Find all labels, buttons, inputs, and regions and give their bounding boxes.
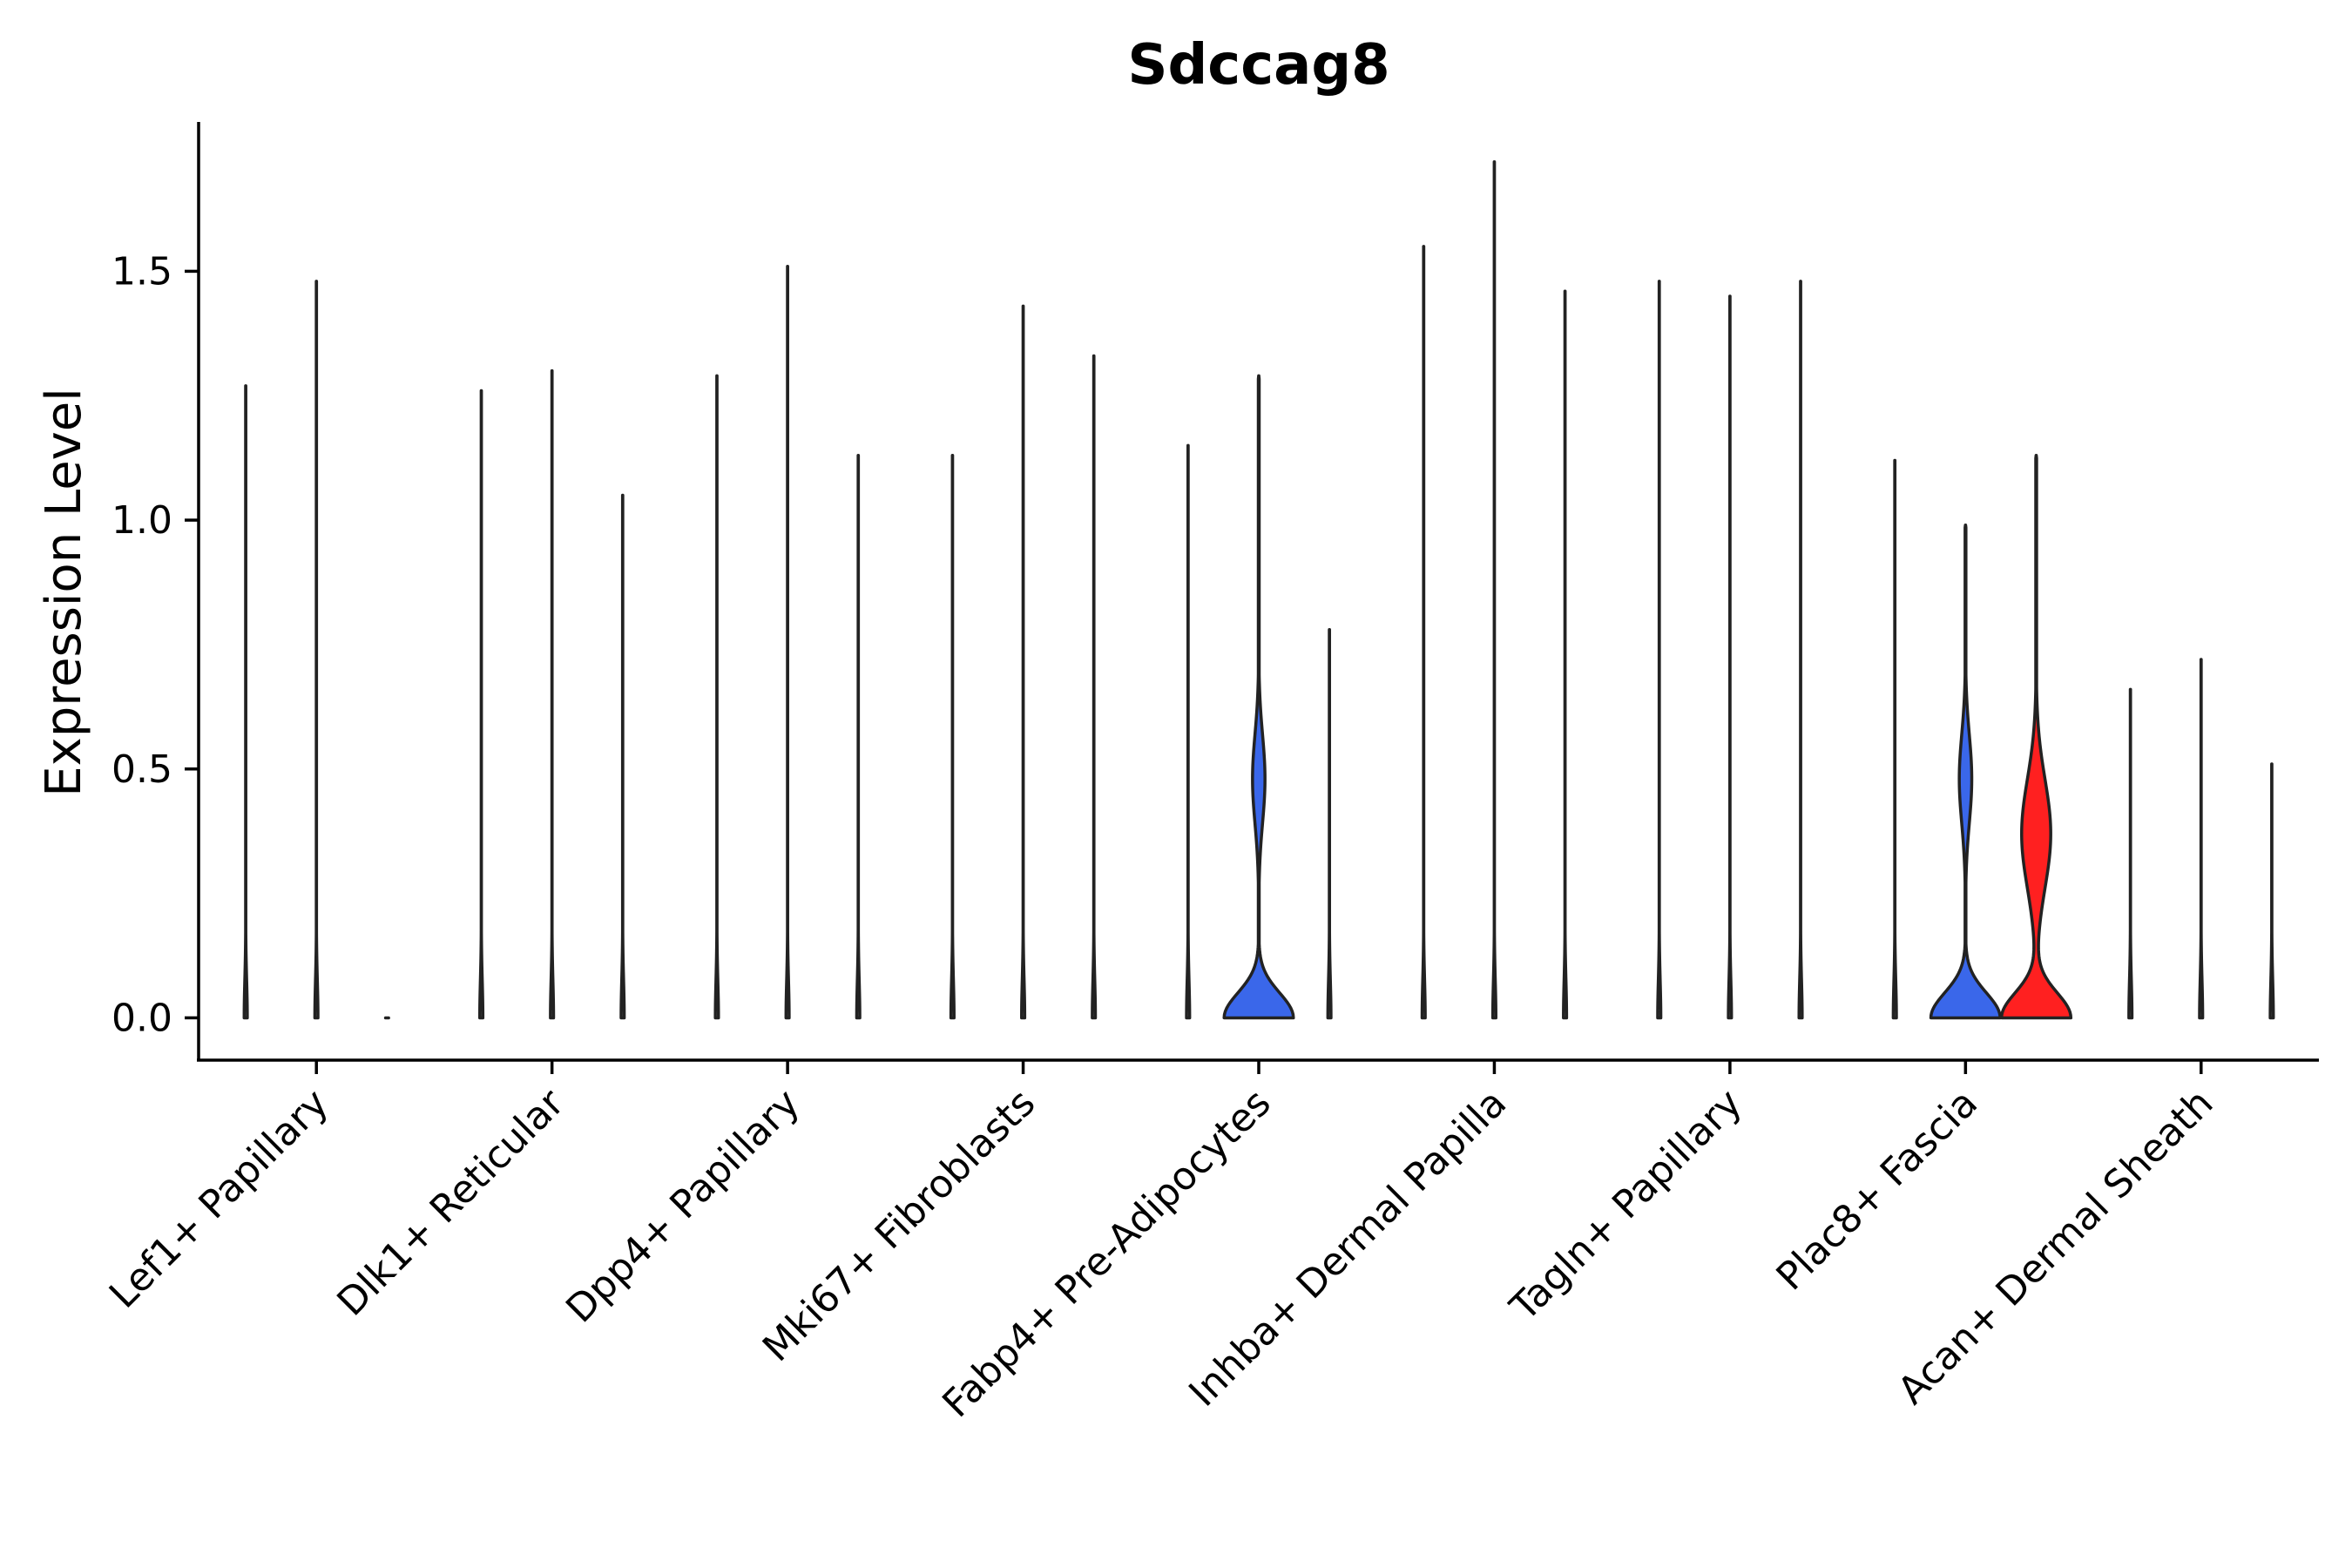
violin-5-group-2 [1222,374,1295,1020]
violin-3-group-3 [855,454,862,1020]
y-tick-label: 1.0 [112,498,172,543]
violin-8-group-2 [1929,524,2002,1020]
violin-4-group-2 [1020,304,1027,1020]
y-tick-label: 0.5 [112,747,172,792]
violin-1-group-2 [313,280,320,1020]
x-tick-label: Mki67+ Fibroblasts [754,1081,1044,1370]
violin-3-group-2 [784,264,791,1020]
violin-5-group-3 [1326,628,1333,1020]
violin-8-group-1 [1891,458,1898,1020]
x-tick-label: Dpp4+ Papillary [558,1081,808,1332]
y-tick-label: 0.0 [112,996,172,1040]
violin-9-group-1 [2127,687,2134,1020]
violin-8-group-3 [1999,454,2073,1020]
violin-3-group-1 [713,374,720,1020]
y-axis-label: Expression Level [36,388,92,797]
violin-2-group-2 [549,368,556,1020]
x-tick-label: Lef1+ Papillary [101,1081,337,1317]
x-tick-label: Dlk1+ Reticular [328,1080,573,1325]
violin-4-group-1 [949,454,956,1020]
y-ticks: 0.0 0.5 1.0 1.5 [112,249,199,1040]
chart-title: Sdccag8 [1127,33,1389,98]
violin-9-group-3 [2268,762,2275,1020]
violin-6-group-2 [1490,159,1497,1020]
violin-7-group-2 [1727,294,1734,1020]
violin-2-group-3 [619,493,626,1020]
violin-2-group-1 [477,389,485,1020]
violin-5-group-1 [1185,443,1192,1020]
violin-7-group-3 [1797,280,1804,1020]
violin-1-group-1 [242,384,249,1020]
y-tick-label: 1.5 [112,249,172,294]
x-tick-label: Tagln+ Papillary [1502,1081,1751,1330]
violins-layer [242,159,2275,1020]
violin-7-group-1 [1656,280,1663,1020]
violin-4-group-3 [1091,354,1098,1020]
violin-6-group-3 [1562,289,1569,1020]
violin-9-group-2 [2198,658,2205,1020]
x-tick-label: Plac8+ Fascia [1768,1081,1987,1300]
violin-6-group-1 [1420,245,1427,1020]
